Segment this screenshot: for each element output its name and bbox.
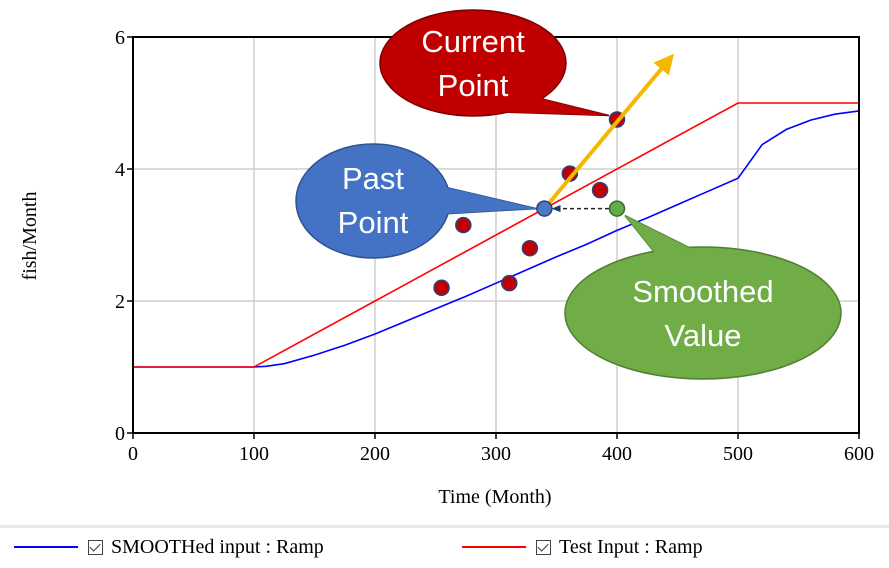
scatter-point — [455, 216, 472, 234]
scatter-point — [433, 279, 450, 297]
y-tick-label: 0 — [115, 423, 125, 445]
current-point-callout: Current Point — [379, 9, 610, 117]
smoothed-value-callout-tail-fill — [625, 215, 690, 253]
current-point-callout-tail-fill — [500, 96, 609, 116]
legend-item-smoothed[interactable]: SMOOTHed input : Ramp — [14, 535, 324, 559]
scatter-point — [521, 239, 539, 257]
legend-divider — [0, 525, 889, 528]
series-line-0 — [133, 110, 860, 368]
x-tick-label: 600 — [844, 443, 874, 465]
checkbox-icon[interactable] — [88, 539, 103, 555]
x-tick-label: 200 — [360, 443, 390, 465]
x-tick-label: 300 — [481, 443, 511, 465]
smoothed-value-callout-bubble — [564, 246, 842, 380]
y-axis-label: fish/Month — [19, 192, 41, 281]
current-point-callout-bubble — [379, 9, 567, 117]
y-tick-label: 2 — [115, 291, 125, 313]
past-point-callout-tail-fill — [440, 186, 537, 214]
scatter-point — [591, 181, 609, 199]
past-point-marker — [536, 200, 553, 217]
marks-layer — [433, 53, 675, 297]
checkbox-icon[interactable] — [536, 539, 551, 555]
series-layer — [133, 102, 860, 368]
x-tick-label: 0 — [128, 443, 138, 465]
legend-swatch-smoothed — [14, 546, 78, 548]
legend: SMOOTHed input : Ramp Test Input : Ramp — [0, 525, 889, 568]
x-tick-label: 500 — [723, 443, 753, 465]
current-point-callout-text: Point — [438, 68, 509, 103]
x-tick-label: 400 — [602, 443, 632, 465]
series-line-1 — [133, 102, 859, 368]
legend-item-test-input[interactable]: Test Input : Ramp — [462, 535, 703, 559]
callouts-layer: Current Point Past Point Smoothed Value — [295, 9, 842, 380]
smoothed-value-callout-text: Smoothed — [632, 274, 773, 309]
smoothed-value-callout-text: Value — [665, 318, 742, 353]
trend-arrow — [542, 53, 675, 210]
x-tick-label: 100 — [239, 443, 269, 465]
legend-label-smoothed: SMOOTHed input : Ramp — [111, 535, 324, 558]
past-point-callout-text: Past — [342, 161, 404, 196]
scatter-point — [501, 274, 518, 292]
y-tick-label: 4 — [115, 159, 125, 181]
x-axis-label: Time (Month) — [438, 486, 551, 508]
smoothed-point-marker — [608, 200, 626, 217]
legend-swatch-test-input — [462, 546, 526, 548]
past-point-callout: Past Point — [295, 143, 537, 259]
current-point-callout-text: Current — [421, 24, 525, 59]
past-point-callout-text: Point — [338, 205, 409, 240]
legend-label-test-input: Test Input : Ramp — [559, 535, 703, 558]
y-tick-label: 6 — [115, 27, 125, 49]
smoothed-value-callout: Smoothed Value — [564, 214, 842, 380]
